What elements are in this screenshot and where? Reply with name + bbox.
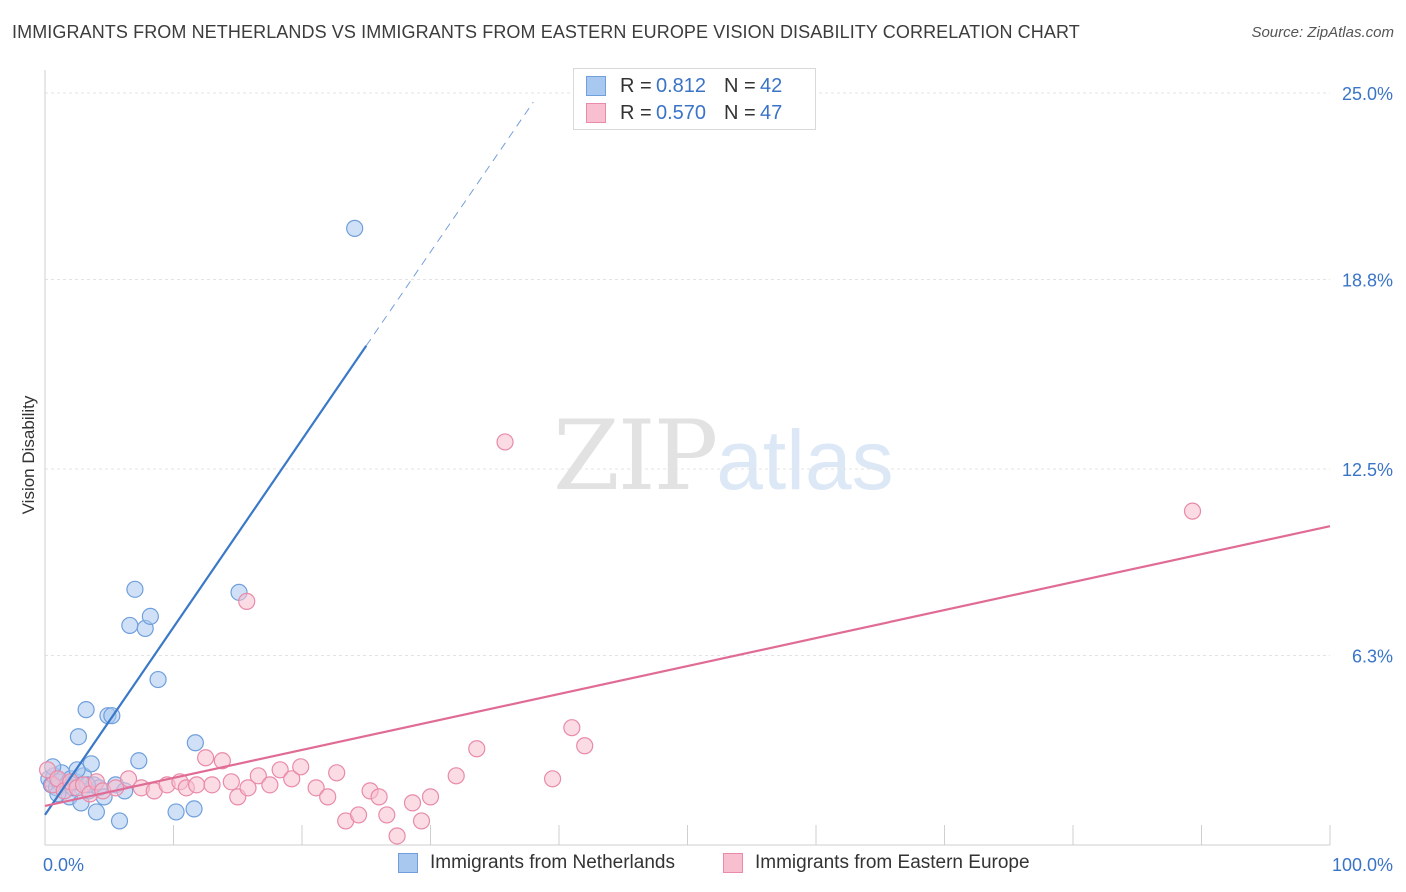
point-eastern-europe (1183, 502, 1202, 520)
watermark-atlas: atlas (716, 413, 894, 507)
point-eastern-europe (496, 433, 514, 451)
series-label-eastern-europe: Immigrants from Eastern Europe (755, 852, 1030, 873)
legend-swatch-eastern-europe (586, 103, 606, 123)
point-eastern-europe (271, 761, 289, 779)
y-tick-label: 12.5% (1342, 460, 1393, 480)
point-eastern-europe (447, 767, 465, 785)
legend-row-netherlands: R = 0.812 N = 42 (586, 74, 782, 98)
point-netherlands (77, 701, 95, 719)
point-eastern-europe (349, 806, 368, 824)
point-eastern-europe (370, 788, 388, 806)
point-netherlands (149, 670, 167, 689)
watermark-zip: ZIP (553, 400, 718, 512)
legend-n-value: 47 (760, 101, 783, 124)
point-netherlands (185, 800, 203, 818)
point-eastern-europe (421, 788, 440, 806)
point-netherlands (346, 219, 364, 237)
legend-swatch-netherlands (586, 76, 606, 96)
series-label-netherlands: Immigrants from Netherlands (430, 852, 675, 873)
legend-n-label: N = (724, 74, 756, 97)
legend: R = 0.812 N = 42 R = 0.570 N = 47 (573, 68, 816, 130)
point-netherlands (69, 728, 88, 746)
legend-r-value: 0.570 (656, 101, 707, 124)
point-eastern-europe (213, 752, 231, 770)
point-netherlands (141, 607, 159, 626)
legend-n-label: N = (724, 101, 756, 124)
series-swatch-netherlands (398, 853, 418, 873)
point-eastern-europe (238, 592, 256, 610)
point-eastern-europe (292, 758, 310, 776)
point-eastern-europe (378, 806, 396, 824)
point-eastern-europe (188, 776, 206, 794)
point-netherlands (126, 580, 144, 598)
x-tick-label: 100.0% (1332, 855, 1393, 875)
point-eastern-europe (249, 767, 267, 785)
legend-r-label: R = (620, 101, 652, 124)
point-eastern-europe (307, 779, 325, 797)
point-netherlands (110, 812, 129, 830)
chart-title: IMMIGRANTS FROM NETHERLANDS VS IMMIGRANT… (12, 22, 1080, 42)
grid-lines (45, 92, 1330, 657)
series-legend-netherlands: Immigrants from Netherlands (398, 852, 675, 874)
trend-line-netherlands (44, 345, 368, 816)
point-netherlands (87, 803, 106, 821)
y-tick-label: 18.8% (1342, 271, 1393, 291)
tick-labels: 6.3% 12.5% 18.8% 25.0% 0.0% 100.0% (43, 84, 1393, 875)
point-eastern-europe (388, 827, 406, 845)
series-swatch-eastern-europe (723, 853, 743, 873)
point-netherlands (167, 803, 185, 821)
y-axis-label: Vision Disability (19, 395, 38, 514)
legend-n-value: 42 (760, 74, 783, 97)
x-tick-label: 0.0% (43, 855, 84, 875)
axes (44, 70, 1331, 846)
point-eastern-europe (412, 812, 431, 830)
point-eastern-europe (319, 788, 337, 806)
point-netherlands (130, 752, 148, 770)
watermark: ZIPatlas (553, 400, 894, 512)
point-netherlands (121, 616, 139, 635)
y-tick-label: 6.3% (1352, 647, 1393, 667)
point-eastern-europe (261, 776, 279, 794)
point-eastern-europe (468, 740, 486, 758)
trend-line-netherlands-extension (365, 101, 534, 346)
series-legend-eastern-europe: Immigrants from Eastern Europe (723, 852, 1030, 874)
point-eastern-europe (576, 737, 594, 755)
data-points (38, 219, 1202, 845)
point-netherlands (186, 734, 204, 752)
point-eastern-europe (543, 770, 562, 788)
source-credit: Source: ZipAtlas.com (1251, 24, 1394, 41)
legend-r-value: 0.812 (656, 74, 707, 97)
point-eastern-europe (403, 794, 422, 812)
point-eastern-europe (197, 749, 215, 767)
legend-r-label: R = (620, 74, 652, 97)
y-tick-label: 25.0% (1342, 84, 1393, 104)
point-eastern-europe (283, 770, 301, 788)
trend-lines (44, 101, 1331, 816)
point-eastern-europe (328, 764, 346, 782)
point-eastern-europe (222, 773, 240, 791)
point-eastern-europe (203, 776, 221, 794)
legend-row-eastern-europe: R = 0.570 N = 47 (586, 101, 782, 125)
point-eastern-europe (239, 779, 257, 797)
point-eastern-europe (563, 719, 581, 737)
trend-line-eastern-europe (44, 525, 1331, 807)
